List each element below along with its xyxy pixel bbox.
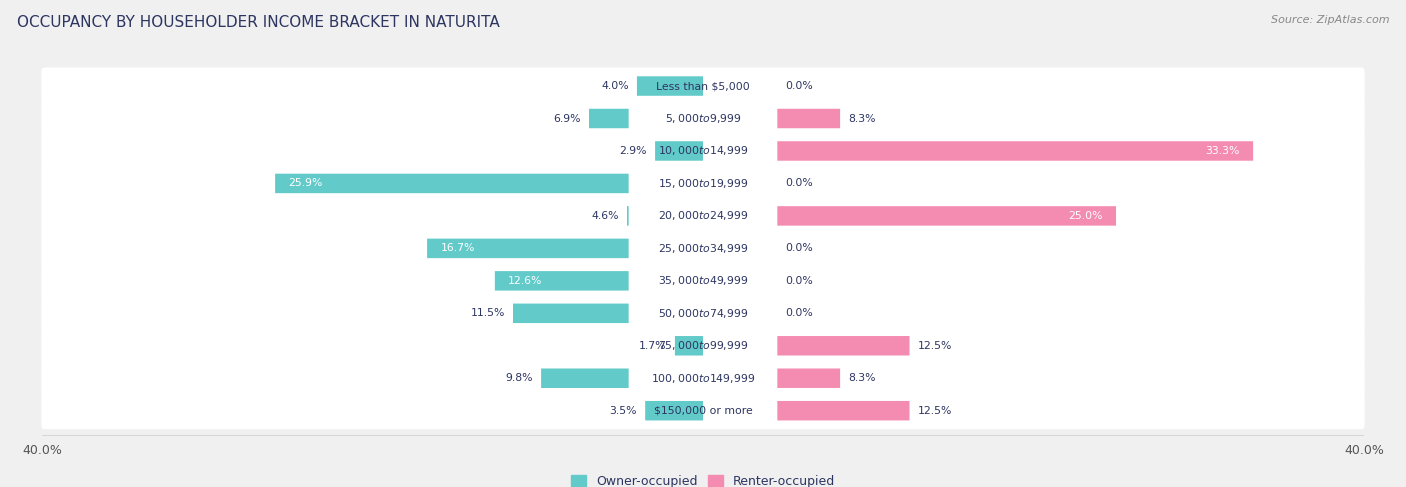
Text: 12.6%: 12.6%	[508, 276, 543, 286]
Text: 11.5%: 11.5%	[471, 308, 505, 318]
FancyBboxPatch shape	[675, 336, 703, 356]
Text: 25.0%: 25.0%	[1069, 211, 1102, 221]
FancyBboxPatch shape	[41, 197, 1365, 234]
Text: 33.3%: 33.3%	[1205, 146, 1240, 156]
FancyBboxPatch shape	[41, 360, 1365, 397]
Text: $75,000 to $99,999: $75,000 to $99,999	[658, 339, 748, 352]
FancyBboxPatch shape	[778, 141, 1253, 161]
Text: $35,000 to $49,999: $35,000 to $49,999	[658, 274, 748, 287]
Text: 0.0%: 0.0%	[786, 81, 813, 91]
Text: $20,000 to $24,999: $20,000 to $24,999	[658, 209, 748, 223]
FancyBboxPatch shape	[627, 206, 628, 225]
Text: 12.5%: 12.5%	[918, 406, 952, 416]
Text: 0.0%: 0.0%	[786, 276, 813, 286]
FancyBboxPatch shape	[41, 392, 1365, 429]
Text: 8.3%: 8.3%	[848, 373, 876, 383]
Legend: Owner-occupied, Renter-occupied: Owner-occupied, Renter-occupied	[567, 470, 839, 487]
FancyBboxPatch shape	[541, 369, 628, 388]
Text: Source: ZipAtlas.com: Source: ZipAtlas.com	[1271, 15, 1389, 25]
Text: $50,000 to $74,999: $50,000 to $74,999	[658, 307, 748, 320]
FancyBboxPatch shape	[427, 239, 628, 258]
Text: 1.7%: 1.7%	[640, 341, 666, 351]
FancyBboxPatch shape	[41, 165, 1365, 202]
Text: 25.9%: 25.9%	[288, 178, 323, 188]
FancyBboxPatch shape	[41, 230, 1365, 267]
FancyBboxPatch shape	[637, 76, 703, 96]
Text: 8.3%: 8.3%	[848, 113, 876, 124]
Text: $15,000 to $19,999: $15,000 to $19,999	[658, 177, 748, 190]
FancyBboxPatch shape	[645, 401, 703, 420]
Text: $100,000 to $149,999: $100,000 to $149,999	[651, 372, 755, 385]
FancyBboxPatch shape	[778, 369, 841, 388]
FancyBboxPatch shape	[41, 68, 1365, 105]
Text: OCCUPANCY BY HOUSEHOLDER INCOME BRACKET IN NATURITA: OCCUPANCY BY HOUSEHOLDER INCOME BRACKET …	[17, 15, 499, 30]
Text: $150,000 or more: $150,000 or more	[654, 406, 752, 416]
Text: 4.0%: 4.0%	[600, 81, 628, 91]
Text: $25,000 to $34,999: $25,000 to $34,999	[658, 242, 748, 255]
FancyBboxPatch shape	[778, 109, 841, 128]
Text: 0.0%: 0.0%	[786, 308, 813, 318]
Text: 6.9%: 6.9%	[553, 113, 581, 124]
FancyBboxPatch shape	[589, 109, 628, 128]
FancyBboxPatch shape	[655, 141, 703, 161]
FancyBboxPatch shape	[41, 132, 1365, 169]
FancyBboxPatch shape	[513, 303, 628, 323]
FancyBboxPatch shape	[778, 401, 910, 420]
Text: 16.7%: 16.7%	[440, 244, 475, 253]
FancyBboxPatch shape	[41, 100, 1365, 137]
Text: $10,000 to $14,999: $10,000 to $14,999	[658, 145, 748, 157]
Text: 12.5%: 12.5%	[918, 341, 952, 351]
Text: 3.5%: 3.5%	[609, 406, 637, 416]
FancyBboxPatch shape	[41, 262, 1365, 300]
FancyBboxPatch shape	[495, 271, 628, 291]
Text: $5,000 to $9,999: $5,000 to $9,999	[665, 112, 741, 125]
Text: 9.8%: 9.8%	[505, 373, 533, 383]
Text: 4.6%: 4.6%	[592, 211, 619, 221]
Text: Less than $5,000: Less than $5,000	[657, 81, 749, 91]
FancyBboxPatch shape	[41, 295, 1365, 332]
FancyBboxPatch shape	[276, 174, 628, 193]
FancyBboxPatch shape	[41, 327, 1365, 364]
Text: 0.0%: 0.0%	[786, 178, 813, 188]
Text: 0.0%: 0.0%	[786, 244, 813, 253]
Text: 2.9%: 2.9%	[619, 146, 647, 156]
FancyBboxPatch shape	[778, 206, 1116, 225]
FancyBboxPatch shape	[778, 336, 910, 356]
